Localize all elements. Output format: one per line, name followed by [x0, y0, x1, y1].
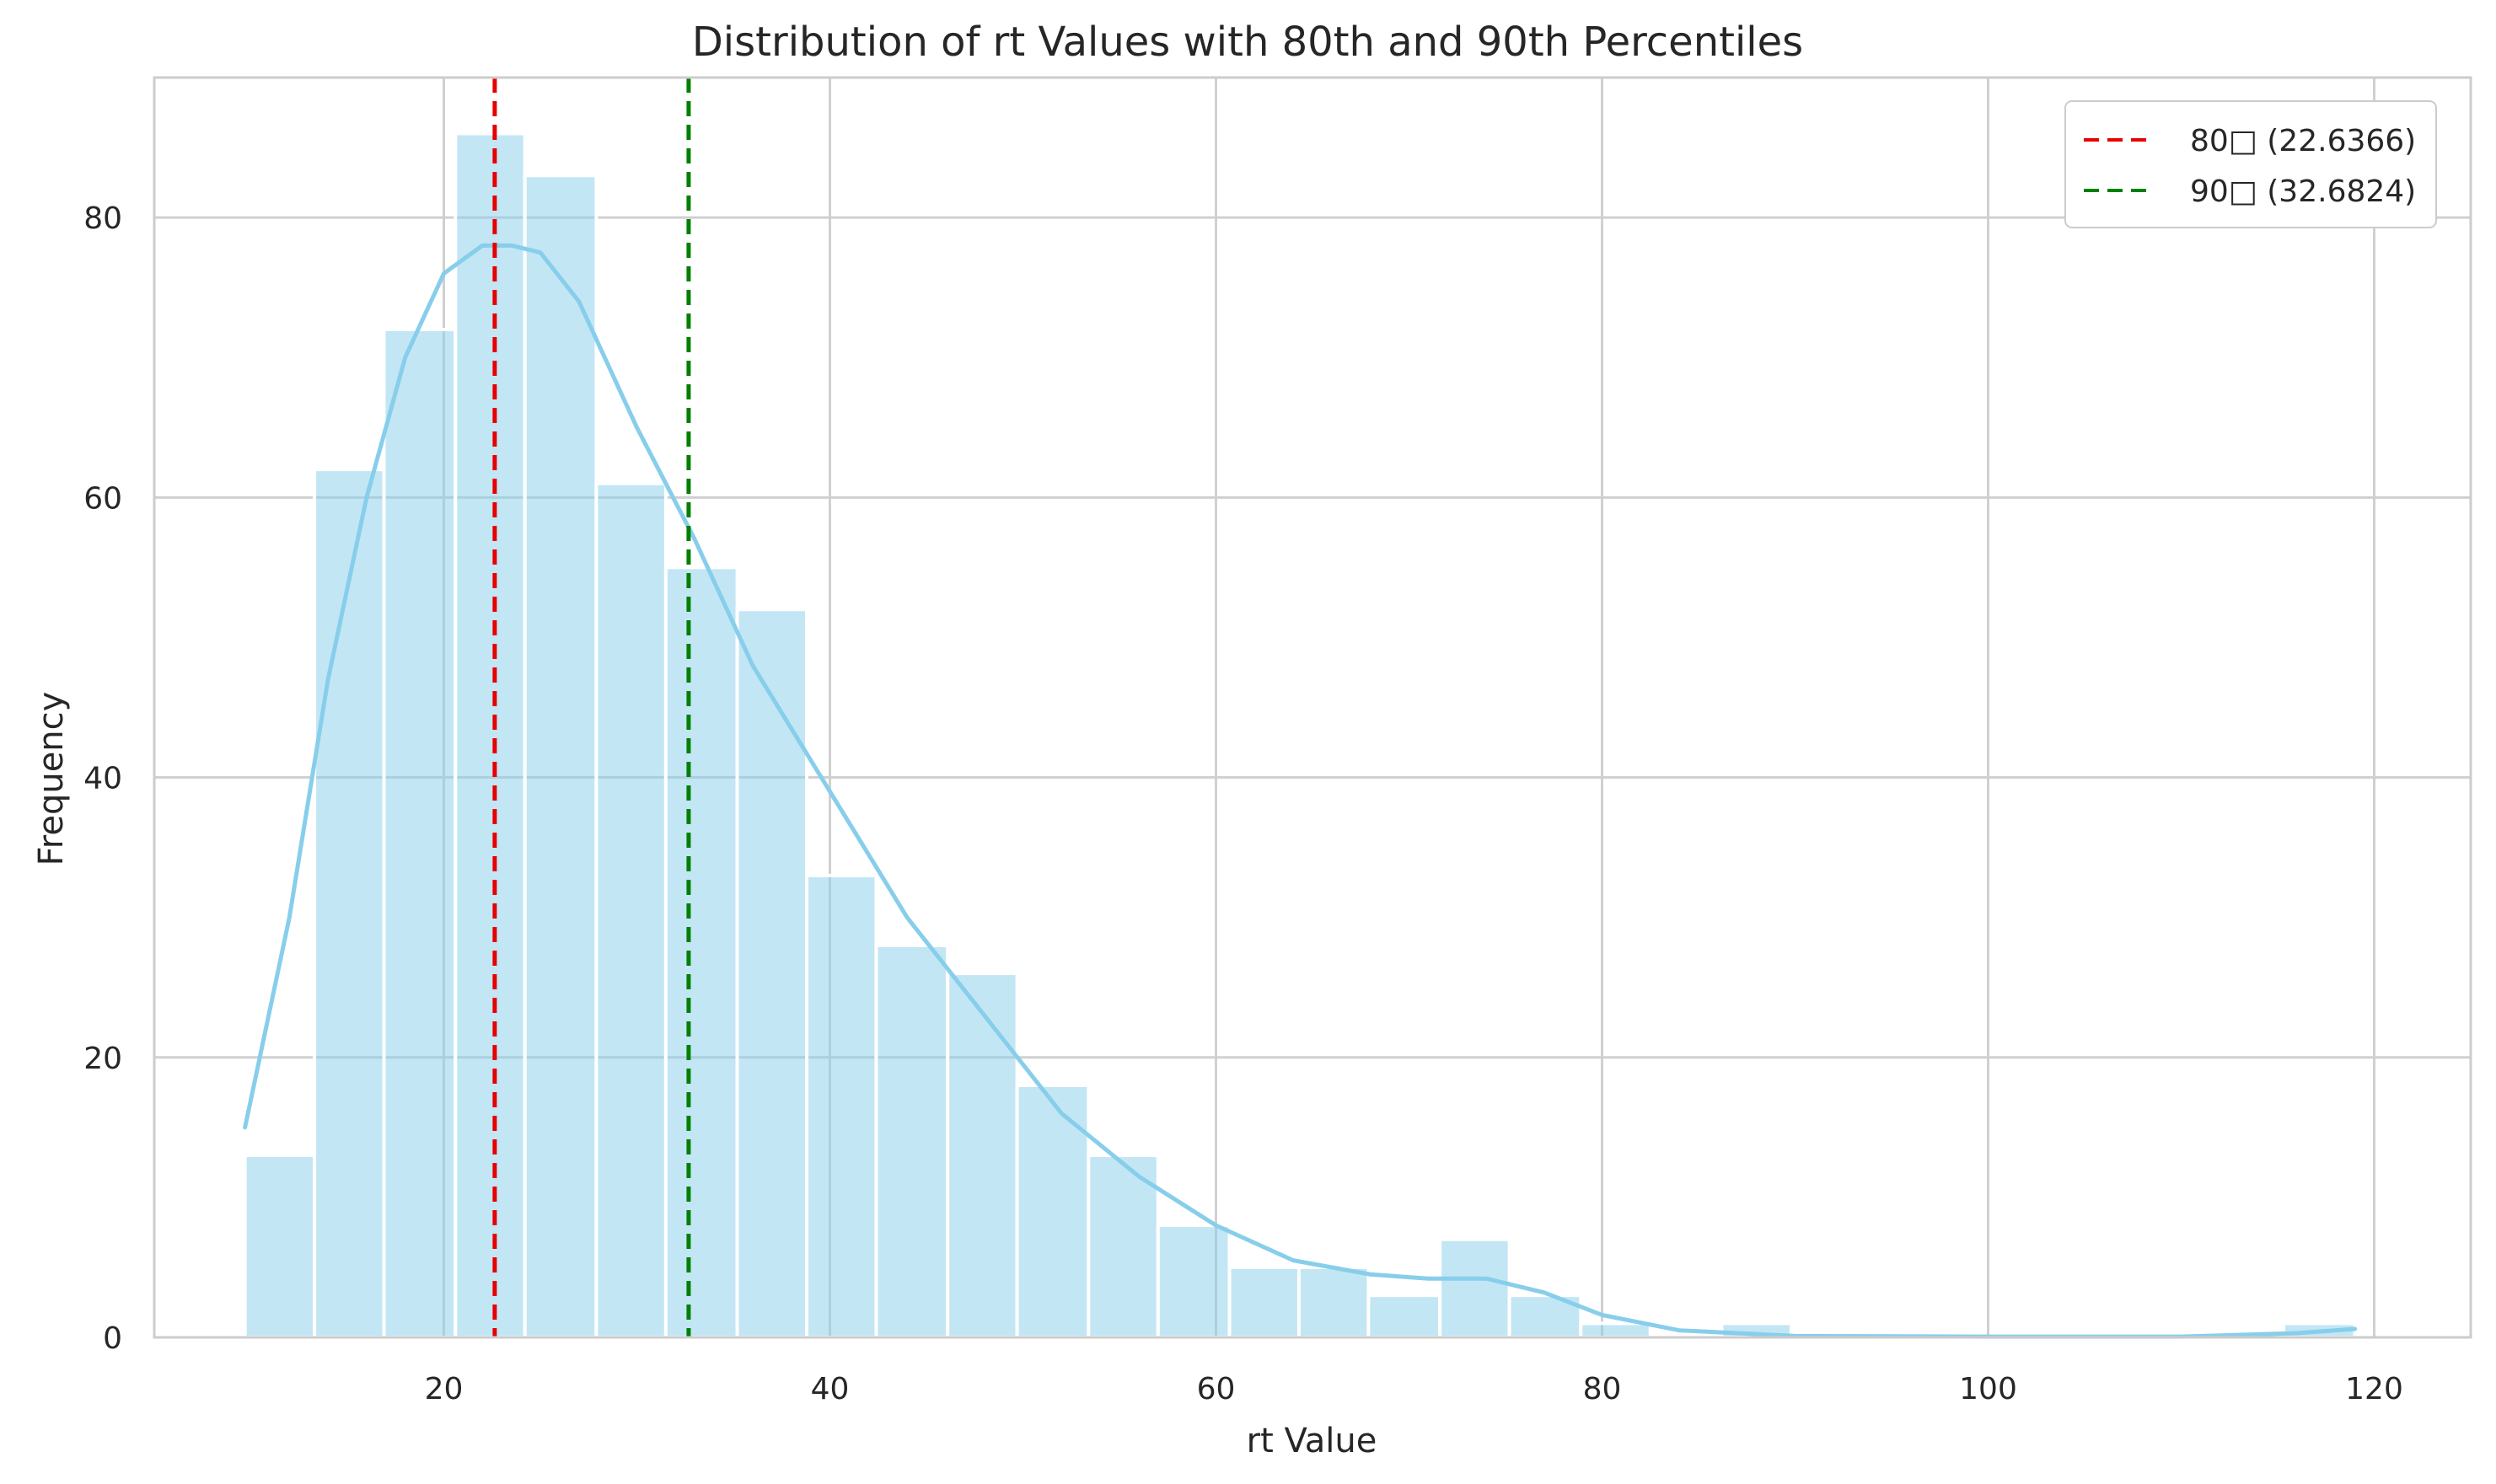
- histogram-bar: [1087, 1154, 1160, 1339]
- y-tick-label: 40: [83, 762, 122, 796]
- histogram-bar: [874, 943, 950, 1340]
- histogram-bar: [735, 608, 809, 1339]
- histogram-bar: [382, 328, 458, 1339]
- legend: 80□ (22.6366) 90□ (32.6824): [2064, 100, 2437, 228]
- histogram-bar: [594, 481, 668, 1339]
- histogram-bar: [1579, 1321, 1652, 1340]
- histogram-bar: [313, 468, 386, 1339]
- x-tick-label: 20: [425, 1372, 464, 1406]
- x-axis-label: rt Value: [1247, 1422, 1377, 1460]
- legend-label-80: 80□ (22.6366): [2190, 124, 2416, 158]
- histogram-bar: [454, 131, 527, 1339]
- histogram-bar: [946, 972, 1019, 1339]
- x-tick-label: 60: [1197, 1372, 1236, 1406]
- histogram-bar: [1366, 1294, 1442, 1339]
- kde-curve: [243, 243, 2358, 1339]
- y-tick-label: 60: [83, 481, 122, 516]
- y-axis-label: Frequency: [32, 692, 71, 866]
- histogram-bar: [1296, 1265, 1371, 1340]
- x-tick-label: 100: [1959, 1372, 2017, 1406]
- histogram-bar: [523, 174, 599, 1339]
- histogram-bar: [805, 873, 878, 1340]
- histogram-bar: [1015, 1084, 1091, 1339]
- histogram-bar: [243, 1154, 317, 1339]
- histogram-bar: [663, 565, 739, 1339]
- legend-box: [2064, 100, 2437, 228]
- y-tick-label: 20: [83, 1042, 122, 1076]
- histogram-bar: [1156, 1224, 1232, 1339]
- bars-layer: [243, 131, 2357, 1340]
- x-tick-label: 80: [1583, 1372, 1622, 1406]
- legend-label-90: 90□ (32.6824): [2190, 174, 2416, 209]
- chart-title: Distribution of rt Values with 80th and …: [692, 19, 1803, 66]
- y-tick-label: 0: [103, 1321, 122, 1356]
- x-tick-label: 120: [2345, 1372, 2403, 1406]
- x-tick-label: 40: [811, 1372, 850, 1406]
- y-tick-label: 80: [83, 201, 122, 236]
- tick-labels: 20 40 60 80 100 120 0 20 40 60 80: [83, 201, 2403, 1406]
- histogram-bar: [1438, 1237, 1511, 1339]
- percentile-lines: [492, 78, 691, 1337]
- plot-frame: [153, 76, 2472, 1339]
- histogram-bar: [1227, 1265, 1301, 1340]
